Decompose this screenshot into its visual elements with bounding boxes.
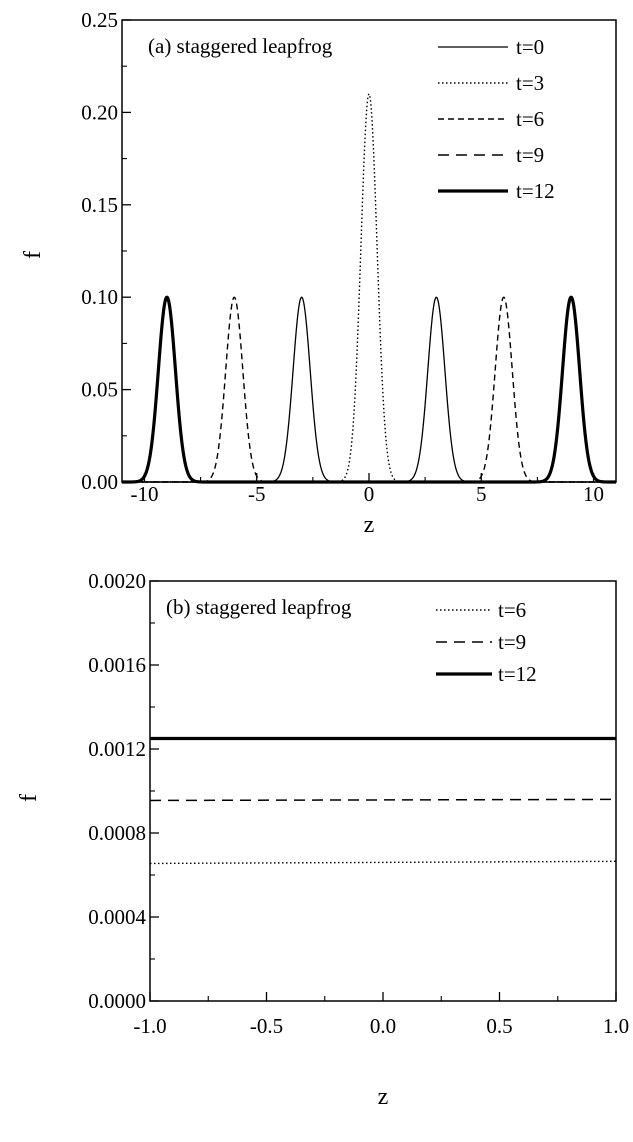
series-line-t-6 <box>149 860 617 865</box>
y-tick-label: 0.0008 <box>88 821 146 845</box>
x-tick-label: 1.0 <box>603 1014 629 1038</box>
y-tick-label: 0.0000 <box>88 989 146 1013</box>
legend-label: t=0 <box>516 35 544 59</box>
plot-frame <box>149 580 617 1002</box>
x-tick-label: 0.0 <box>370 1014 396 1038</box>
y-axis-label: f <box>16 794 42 802</box>
chart-panel-1: -1.0 -0.5 0.0 0.5 1.0 0.0000 0.0004 0.0008 0.001… <box>16 569 629 1110</box>
x-tick-label: -5 <box>248 482 266 506</box>
series-line-t-6 <box>121 296 617 483</box>
series-line-t-12 <box>120 295 618 484</box>
y-tick-label: 0.00 <box>81 470 118 494</box>
x-tick-label: 5 <box>476 482 487 506</box>
series-line-t-9 <box>121 296 617 483</box>
y-tick-label: 0.10 <box>81 285 118 309</box>
y-tick-label: 0.25 <box>81 8 118 32</box>
y-axis-label: f <box>20 251 46 259</box>
series-line-t-9 <box>149 798 617 802</box>
y-tick-label: 0.0012 <box>88 737 146 761</box>
x-axis-label: z <box>378 1084 389 1110</box>
legend-label: t=12 <box>516 179 555 203</box>
y-tick-label: 0.0020 <box>88 569 146 593</box>
legend-label: t=3 <box>516 71 544 95</box>
chart-panel-0: -10 -5 0 5 10 0.00 0.05 0.10 0.15 0.20 0.25 z f (a) s… <box>20 8 618 538</box>
legend-label: t=9 <box>516 143 544 167</box>
legend-label: t=9 <box>498 630 526 654</box>
y-tick-label: 0.0016 <box>88 653 146 677</box>
x-tick-label: 10 <box>583 482 604 506</box>
x-tick-label: 0.5 <box>486 1014 512 1038</box>
x-tick-label: 0 <box>364 482 375 506</box>
series-line-t-0 <box>121 296 617 483</box>
y-tick-label: 0.15 <box>81 193 118 217</box>
x-tick-label: -1.0 <box>133 1014 166 1038</box>
legend-label: t=6 <box>498 598 526 622</box>
x-axis-label: z <box>364 512 375 538</box>
y-tick-label: 0.0004 <box>88 905 146 929</box>
y-tick-label: 0.05 <box>81 378 118 402</box>
legend-label: t=12 <box>498 662 537 686</box>
chart-title: (a) staggered leapfrog <box>148 34 333 58</box>
x-tick-label: -10 <box>130 482 158 506</box>
x-tick-label: -0.5 <box>250 1014 283 1038</box>
y-tick-label: 0.20 <box>81 100 118 124</box>
legend-label: t=6 <box>516 107 544 131</box>
chart-title: (b) staggered leapfrog <box>166 595 352 619</box>
